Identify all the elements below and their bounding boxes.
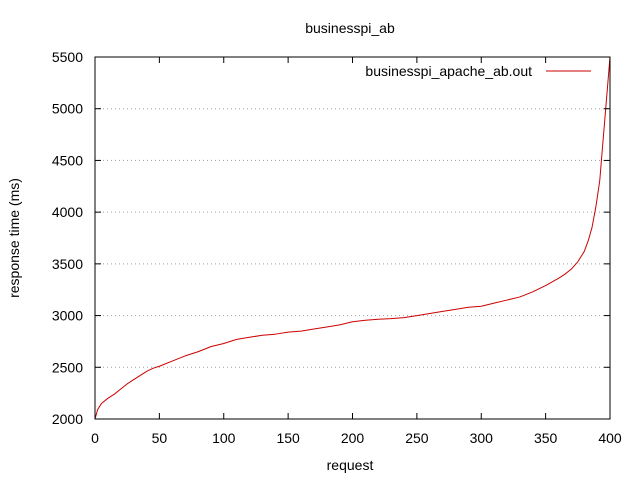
x-tick-label: 50 (152, 430, 168, 446)
y-tick-label: 4000 (52, 204, 83, 220)
legend-label: businesspi_apache_ab.out (365, 63, 532, 79)
x-tick-label: 400 (598, 430, 622, 446)
x-tick-label: 300 (470, 430, 494, 446)
y-tick-label: 2500 (52, 359, 83, 375)
axis-ticks (94, 56, 611, 420)
y-tick-labels: 2000 2500 3000 3500 4000 4500 5000 5500 (52, 49, 83, 427)
x-tick-label: 150 (276, 430, 300, 446)
series-line-0 (94, 56, 611, 420)
legend: businesspi_apache_ab.out (365, 63, 591, 79)
y-tick-label: 5500 (52, 49, 83, 65)
y-axis-title: response time (ms) (6, 178, 22, 298)
series-lines (94, 56, 611, 420)
x-axis-title: request (327, 457, 374, 473)
y-tick-label: 4500 (52, 152, 83, 168)
x-tick-label: 350 (534, 430, 558, 446)
x-tick-label: 200 (341, 430, 365, 446)
y-tick-label: 5000 (52, 101, 83, 117)
x-tick-label: 250 (405, 430, 429, 446)
x-tick-labels: 0 50 100 150 200 250 300 350 400 (91, 430, 622, 446)
x-tick-label: 100 (212, 430, 236, 446)
y-tick-label: 3000 (52, 308, 83, 324)
chart-title: businesspi_ab (305, 20, 395, 36)
x-tick-label: 0 (91, 430, 99, 446)
y-tick-label: 3500 (52, 256, 83, 272)
y-tick-label: 2000 (52, 411, 83, 427)
